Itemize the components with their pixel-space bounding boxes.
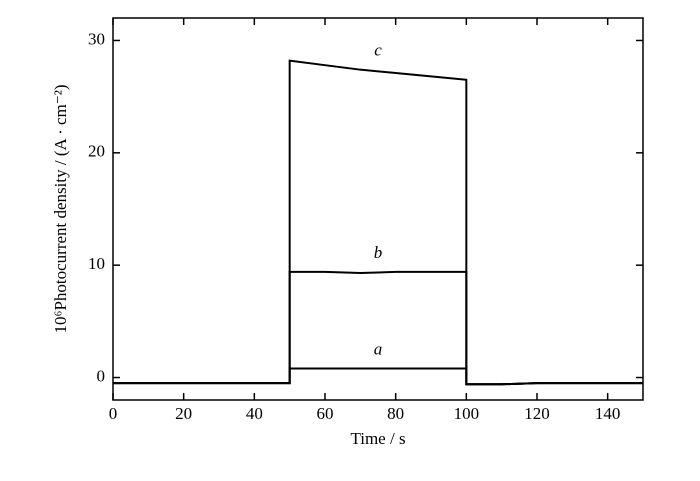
x-tick-label: 120	[524, 404, 550, 423]
series-label: a	[374, 339, 383, 358]
plot-frame	[112, 17, 644, 401]
y-tick-label: 10	[88, 254, 105, 273]
y-tick-label: 20	[88, 142, 105, 161]
line-series	[113, 367, 643, 386]
x-tick-label: 100	[454, 404, 480, 423]
x-tick-label: 40	[246, 404, 263, 423]
x-tick-label: 20	[175, 404, 192, 423]
x-tick-label: 80	[387, 404, 404, 423]
line-series	[113, 270, 643, 386]
line-series	[113, 59, 643, 386]
x-axis-label: Time / s	[350, 429, 405, 448]
series-label: c	[374, 41, 382, 60]
y-tick-label: 30	[88, 29, 105, 48]
series-label: b	[374, 243, 383, 262]
y-tick-label: 0	[97, 366, 106, 385]
y-axis-label: 10⁶Photocurrent density / (A · cm⁻²)	[51, 85, 70, 334]
x-tick-label: 0	[109, 404, 118, 423]
x-tick-label: 140	[595, 404, 621, 423]
x-tick-label: 60	[317, 404, 334, 423]
